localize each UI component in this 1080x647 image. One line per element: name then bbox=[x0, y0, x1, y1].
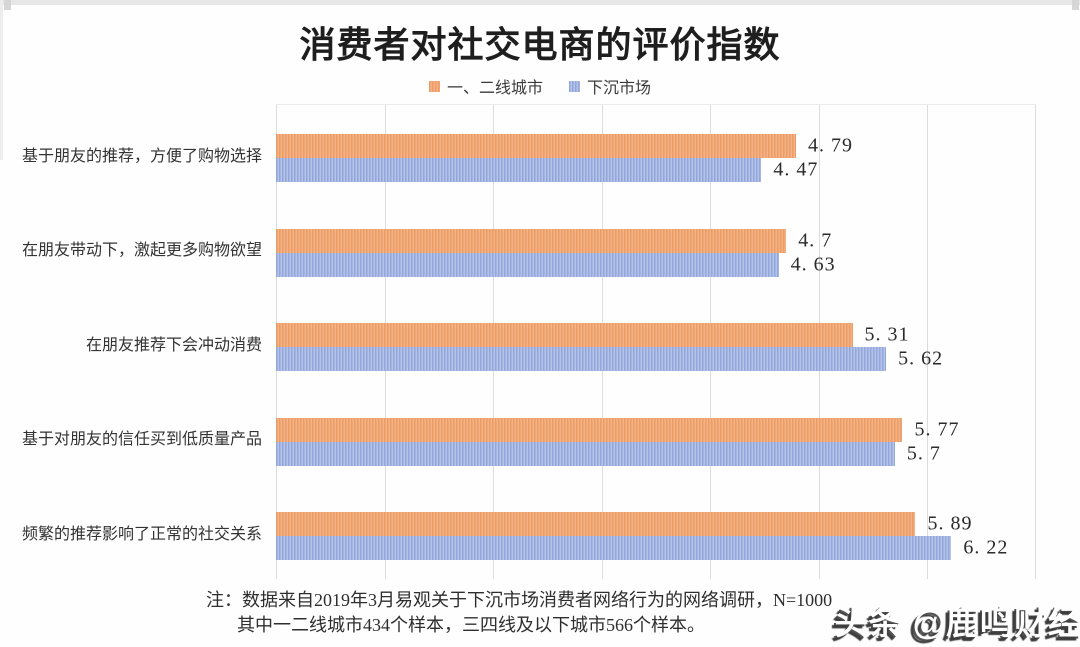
value-label-sinking-2: 5. 62 bbox=[898, 347, 944, 370]
value-label-sinking-1: 4. 63 bbox=[790, 253, 836, 275]
legend-swatch-sinking-market-icon bbox=[569, 80, 580, 92]
legend-label-tier12: 一、二线城市 bbox=[446, 80, 543, 97]
footnote-line1: 注：数据来自2019年3月易观关于下沉市场消费者网络行为的网络调研，N=1000 bbox=[206, 590, 833, 610]
bar-sinking-4 bbox=[276, 536, 952, 560]
bar-sinking-0 bbox=[276, 158, 762, 182]
bar-tier12-3 bbox=[276, 417, 903, 442]
legend: 一、二线城市 下沉市场 bbox=[0, 74, 1080, 98]
legend-label-sinking-market: 下沉市场 bbox=[587, 80, 652, 97]
bar-sinking-1 bbox=[276, 252, 779, 277]
value-label-tier12-1: 4. 7 bbox=[798, 229, 833, 251]
bar-sinking-2 bbox=[276, 347, 887, 371]
category-label: 在朋友推荐下会冲动消费 bbox=[85, 337, 262, 354]
gridline bbox=[927, 105, 929, 579]
value-label-tier12-0: 4. 79 bbox=[808, 134, 854, 157]
category-label: 频繁的推荐影响了正常的社交关系 bbox=[21, 526, 262, 543]
bar-tier12-0 bbox=[276, 134, 797, 158]
left-border-strip bbox=[0, 0, 3, 160]
value-label-tier12-3: 5. 77 bbox=[914, 418, 960, 440]
category-label: 基于对朋友的信任买到低质量产品 bbox=[21, 431, 262, 448]
chart-title: 消费者对社交电商的评价指数 bbox=[299, 25, 781, 65]
watermark: 头条 @鹿鸣财经 bbox=[834, 604, 1080, 641]
bar-tier12-4 bbox=[276, 512, 916, 536]
value-label-tier12-4: 5. 89 bbox=[927, 512, 973, 535]
category-label: 在朋友带动下，激起更多购物欲望 bbox=[21, 242, 262, 259]
footnote: 注：数据来自2019年3月易观关于下沉市场消费者网络行为的网络调研，N=1000… bbox=[206, 588, 966, 638]
gridline bbox=[1035, 105, 1036, 579]
legend-item-sinking-market: 下沉市场 bbox=[569, 74, 651, 98]
value-label-sinking-3: 5. 7 bbox=[906, 442, 941, 464]
top-border-strip bbox=[0, 0, 1080, 5]
category-label: 基于朋友的推荐，方便了购物选择 bbox=[21, 148, 262, 165]
legend-swatch-tier12-icon bbox=[428, 80, 440, 92]
footnote-line2: 其中一二线城市434个样本，三四线及以下城市566个样本。 bbox=[237, 615, 705, 635]
value-label-sinking-4: 6. 22 bbox=[963, 536, 1009, 559]
bar-sinking-3 bbox=[276, 441, 895, 466]
value-label-sinking-0: 4. 47 bbox=[773, 158, 819, 181]
corner-artifact-right bbox=[1072, 0, 1079, 10]
value-label-tier12-2: 5. 31 bbox=[864, 323, 910, 346]
legend-item-tier12: 一、二线城市 bbox=[428, 74, 543, 98]
plot-area: 4. 79 4. 47 4. 7 4. 63 5. 31 5. 62 5. 77 5. 7 5.… bbox=[276, 104, 1036, 579]
corner-artifact-left bbox=[4, 0, 11, 10]
bar-tier12-2 bbox=[276, 323, 853, 347]
bar-tier12-1 bbox=[276, 228, 787, 253]
